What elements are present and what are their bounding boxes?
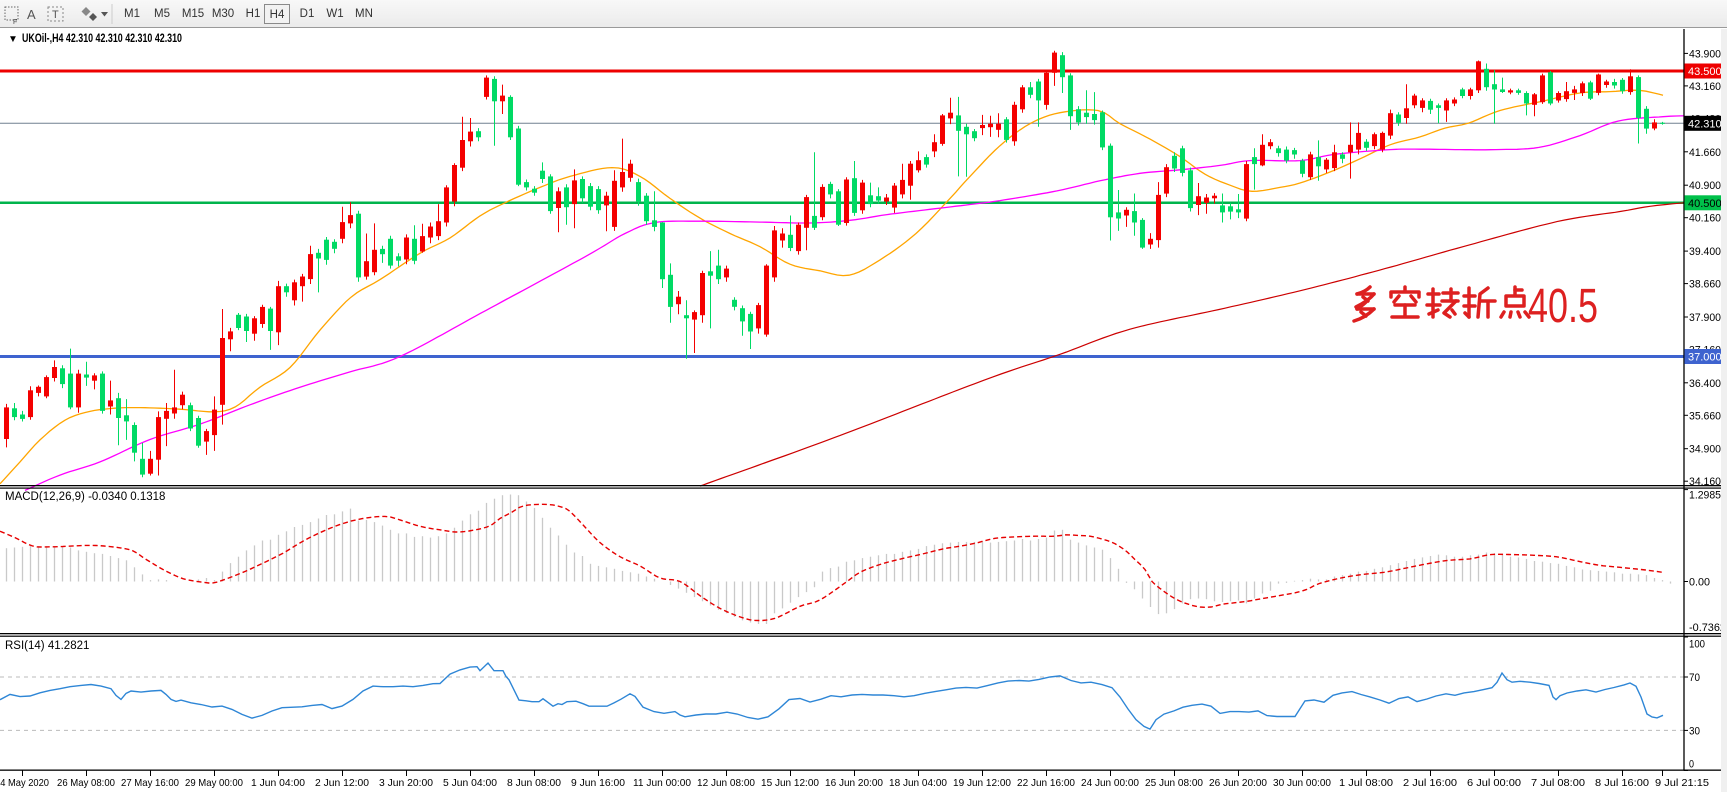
svg-text:25 Jun 08:00: 25 Jun 08:00: [1145, 777, 1203, 789]
svg-text:1 Jul 08:00: 1 Jul 08:00: [1339, 777, 1393, 789]
svg-text:24 May 2020: 24 May 2020: [0, 777, 49, 789]
svg-text:12 Jun 08:00: 12 Jun 08:00: [697, 777, 755, 789]
svg-text:9 Jul 21:15: 9 Jul 21:15: [1655, 777, 1709, 789]
svg-text:41.660: 41.660: [1689, 147, 1721, 159]
svg-text:3 Jun 20:00: 3 Jun 20:00: [379, 777, 433, 789]
svg-text:1 Jun 04:00: 1 Jun 04:00: [251, 777, 305, 789]
svg-text:35.660: 35.660: [1689, 410, 1721, 422]
svg-text:1.2985: 1.2985: [1689, 490, 1721, 502]
svg-text:RSI(14) 41.2821: RSI(14) 41.2821: [5, 640, 89, 652]
svg-text:8 Jun 08:00: 8 Jun 08:00: [507, 777, 561, 789]
svg-text:5 Jun 04:00: 5 Jun 04:00: [443, 777, 497, 789]
svg-text:40.500: 40.500: [1688, 198, 1722, 210]
svg-text:38.660: 38.660: [1689, 279, 1721, 291]
svg-text:22 Jun 16:00: 22 Jun 16:00: [1017, 777, 1075, 789]
svg-text:34.900: 34.900: [1689, 444, 1721, 456]
svg-text:15 Jun 12:00: 15 Jun 12:00: [761, 777, 819, 789]
svg-text:36.400: 36.400: [1689, 378, 1721, 390]
svg-text:42.310: 42.310: [1688, 118, 1722, 130]
svg-text:43.500: 43.500: [1688, 66, 1722, 78]
svg-text:43.900: 43.900: [1689, 48, 1721, 60]
svg-text:-0.7362: -0.7362: [1689, 622, 1726, 634]
svg-text:A: A: [27, 7, 36, 22]
svg-text:7 Jul 08:00: 7 Jul 08:00: [1531, 777, 1585, 789]
svg-text:37.900: 37.900: [1689, 312, 1721, 324]
svg-text:▼: ▼: [8, 34, 18, 45]
svg-text:9 Jun 16:00: 9 Jun 16:00: [571, 777, 625, 789]
svg-text:UKOil-,H4 42.310 42.310 42.31: UKOil-,H4 42.310 42.310 42.310 42.310: [22, 33, 182, 45]
svg-text:8 Jul 16:00: 8 Jul 16:00: [1595, 777, 1649, 789]
svg-text:11 Jun 00:00: 11 Jun 00:00: [633, 777, 691, 789]
svg-text:26 Jun 20:00: 26 Jun 20:00: [1209, 777, 1267, 789]
svg-text:2 Jul 16:00: 2 Jul 16:00: [1403, 777, 1457, 789]
svg-text:30 Jun 00:00: 30 Jun 00:00: [1273, 777, 1331, 789]
svg-text:37.000: 37.000: [1688, 352, 1722, 364]
svg-text:16 Jun 20:00: 16 Jun 20:00: [825, 777, 883, 789]
svg-text:0: 0: [1689, 759, 1694, 771]
svg-text:30: 30: [1689, 725, 1700, 737]
svg-text:19 Jun 12:00: 19 Jun 12:00: [953, 777, 1011, 789]
svg-text:6 Jul 00:00: 6 Jul 00:00: [1467, 777, 1521, 789]
svg-text:27 May 16:00: 27 May 16:00: [121, 777, 179, 789]
svg-text:40.5: 40.5: [1528, 280, 1598, 333]
svg-text:26 May 08:00: 26 May 08:00: [57, 777, 115, 789]
svg-text:F: F: [13, 19, 17, 26]
svg-text:29 May 00:00: 29 May 00:00: [185, 777, 243, 789]
svg-text:24 Jun 00:00: 24 Jun 00:00: [1081, 777, 1139, 789]
svg-text:34.160: 34.160: [1689, 476, 1721, 488]
svg-text:43.160: 43.160: [1689, 81, 1721, 93]
svg-text:2 Jun 12:00: 2 Jun 12:00: [315, 777, 369, 789]
svg-text:100: 100: [1689, 639, 1705, 651]
svg-text:39.400: 39.400: [1689, 246, 1721, 258]
svg-text:18 Jun 04:00: 18 Jun 04:00: [889, 777, 947, 789]
svg-text:MACD(12,26,9) -0.0340 0.1318: MACD(12,26,9) -0.0340 0.1318: [5, 491, 165, 503]
svg-text:0.00: 0.00: [1689, 577, 1710, 589]
svg-text:40.160: 40.160: [1689, 213, 1721, 225]
svg-text:70: 70: [1689, 672, 1700, 684]
svg-text:T: T: [52, 9, 59, 21]
svg-text:40.900: 40.900: [1689, 180, 1721, 192]
